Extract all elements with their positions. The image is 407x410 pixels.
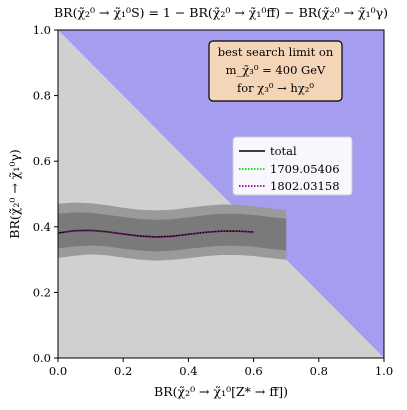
x-tick-label: 0.2 [114, 364, 132, 378]
chart-title: BR(χ̃₂⁰ → χ̃₁⁰S) = 1 − BR(χ̃₂⁰ → χ̃₁⁰ff̄… [54, 5, 388, 20]
annotation-box: best search limit on m_χ̃₃⁰ = 400 GeV fo… [208, 40, 343, 102]
y-tick-label: 0.4 [33, 220, 51, 234]
x-tick-label: 0.0 [49, 364, 67, 378]
x-tick-label: 1.0 [375, 364, 393, 378]
legend-label-1709: 1709.05406 [270, 162, 340, 176]
annotation-line-2: m_χ̃₃⁰ = 400 GeV [226, 63, 326, 77]
legend-label-total: total [270, 144, 297, 158]
annotation-line-3: for χ₃⁰ → hχ₂⁰ [237, 81, 314, 95]
legend: total 1709.05406 1802.03158 [232, 136, 353, 196]
x-tick-label: 0.6 [244, 364, 262, 378]
y-axis-label: BR(χ̃₂⁰ → χ̃₁⁰γ) [7, 149, 22, 238]
annotation-line-1: best search limit on [218, 45, 334, 59]
y-tick-label: 0.8 [33, 89, 51, 103]
axis-ticks: 0.0 0.2 0.4 0.6 0.8 1.0 0.0 0.2 0.4 0.6 0.8 1.0 [33, 23, 393, 378]
y-tick-label: 1.0 [33, 23, 51, 37]
series-line-total [58, 229, 254, 238]
x-tick-label: 0.8 [310, 364, 328, 378]
y-tick-label: 0.6 [33, 154, 51, 168]
y-tick-label: 0.2 [33, 285, 51, 299]
y-tick-label: 0.0 [33, 351, 51, 365]
inner-band [58, 212, 287, 252]
x-tick-label: 0.4 [179, 364, 197, 378]
series-layer [58, 229, 254, 238]
plot-frame [57, 29, 385, 359]
legend-label-1802: 1802.03158 [270, 179, 340, 193]
x-axis-label: BR(χ̃₂⁰ → χ̃₁⁰[Z* → ff̄]) [154, 384, 288, 399]
excluded-region [58, 30, 384, 358]
